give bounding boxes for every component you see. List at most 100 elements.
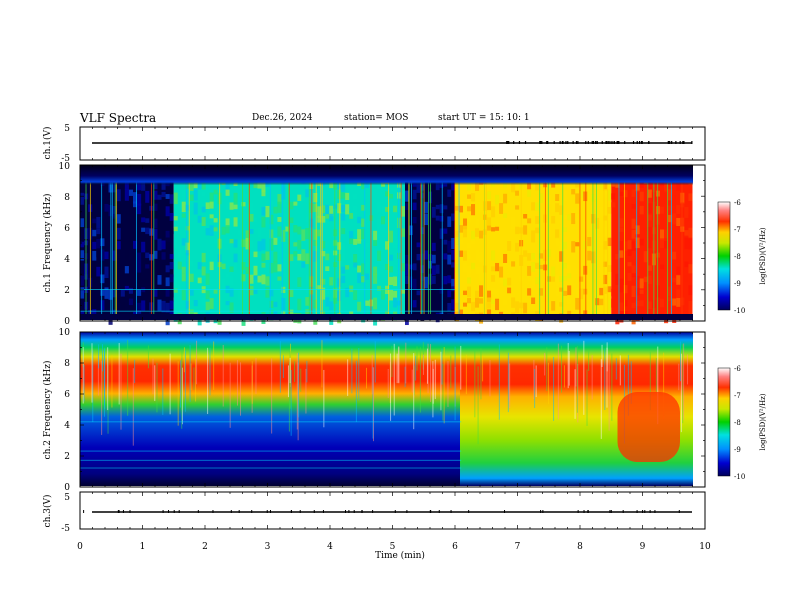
ch2-sferic-streak bbox=[183, 347, 185, 373]
ch3-voltage-spike bbox=[583, 510, 585, 513]
ch2-sferic-streak bbox=[482, 355, 484, 382]
ch2-sferic-streak bbox=[413, 353, 415, 430]
ch1-voltage-spike bbox=[601, 141, 603, 144]
ch3-voltage-spike bbox=[348, 510, 350, 513]
x-tick-label-1: 1 bbox=[140, 542, 146, 552]
ch2-sferic-streak bbox=[296, 353, 298, 430]
ch2-sferic-streak bbox=[615, 358, 617, 380]
ch2-sferic-streak bbox=[509, 363, 511, 408]
ch2-sferic-streak bbox=[440, 351, 442, 411]
ch1-voltage-spike bbox=[587, 141, 589, 144]
ch2-sferic-streak bbox=[608, 354, 610, 431]
ch1-voltage-spike bbox=[611, 141, 613, 144]
ch3-voltage-spike bbox=[450, 510, 452, 513]
ch3-voltage-tick-bottom: -5 bbox=[61, 524, 70, 534]
ch1-voltage-spike bbox=[518, 141, 521, 144]
ch1-voltage-spike bbox=[553, 141, 555, 144]
ch1-ytick-6: 6 bbox=[64, 224, 70, 234]
ch2-sferic-streak bbox=[391, 346, 393, 378]
ch3-voltage-spike bbox=[129, 510, 131, 513]
ch2-sferic-streak bbox=[557, 343, 559, 420]
ch2-sferic-streak bbox=[568, 350, 570, 386]
chart-title: VLF Spectra bbox=[80, 111, 157, 125]
ch1-ytick-8: 8 bbox=[64, 193, 70, 203]
ch2-sferic-streak bbox=[390, 353, 392, 421]
ch1-voltage-spike bbox=[641, 141, 643, 144]
ch1-voltage-spike bbox=[506, 141, 508, 144]
ch2-sferic-streak bbox=[649, 351, 651, 411]
ch3-voltage-spike bbox=[644, 510, 646, 513]
ch1-voltage-spike bbox=[632, 141, 635, 144]
ch2-sferic-streak bbox=[323, 369, 325, 428]
ch3-voltage-spike bbox=[162, 510, 164, 513]
x-tick-label-2: 2 bbox=[202, 542, 208, 552]
ch3-voltage-spike bbox=[636, 510, 638, 513]
ch2-sferic-streak bbox=[189, 345, 191, 402]
ch2-sferic-streak bbox=[533, 359, 535, 400]
ch2-sferic-streak bbox=[619, 355, 621, 386]
ch2-sferic-streak bbox=[441, 348, 443, 385]
ch2-sferic-streak bbox=[575, 347, 577, 387]
ch3-voltage-spike bbox=[361, 510, 363, 513]
ch1-ytick-4: 4 bbox=[64, 255, 70, 265]
ch1-voltage-spike bbox=[539, 141, 541, 144]
ch2-sferic-streak bbox=[600, 359, 602, 439]
ch3-voltage-spike bbox=[212, 510, 214, 513]
ch2-ytick-6: 6 bbox=[64, 390, 70, 400]
ch1-cbar-tick-9: -9 bbox=[734, 280, 741, 288]
ch3-voltage-spike bbox=[587, 510, 589, 513]
ch2-sferic-streak bbox=[213, 341, 215, 390]
ch2-sferic-streak bbox=[156, 362, 158, 413]
ch2-sferic-streak bbox=[561, 345, 563, 393]
ch2-sferic-streak bbox=[271, 358, 273, 434]
ch2-ytick-8: 8 bbox=[64, 359, 70, 369]
ch1-voltage-spike bbox=[636, 141, 638, 144]
ch2-sferic-streak bbox=[683, 343, 685, 421]
ch2-sferic-streak bbox=[184, 350, 186, 412]
ch2-sferic-streak bbox=[97, 355, 99, 396]
ch2-sferic-streak bbox=[547, 362, 549, 405]
ch3-voltage-spike bbox=[642, 510, 644, 513]
ch2-sferic-streak bbox=[255, 357, 257, 394]
ch1-voltage-spike bbox=[562, 141, 564, 144]
ch1-voltage-spike bbox=[682, 141, 684, 144]
ch2-sferic-streak bbox=[430, 344, 432, 402]
ch2-sferic-streak bbox=[460, 345, 462, 390]
ch2-ytick-0: 0 bbox=[64, 483, 70, 493]
ch2-sferic-streak bbox=[118, 343, 120, 405]
ch3-voltage-panel: 5 -5 ch.3(V) bbox=[42, 491, 706, 534]
ch2-sferic-streak bbox=[423, 354, 425, 375]
ch2-sferic-streak bbox=[347, 359, 349, 396]
ch1-voltage-spike bbox=[675, 141, 677, 144]
ch2-sferic-streak bbox=[107, 347, 109, 411]
ch3-voltage-spike bbox=[290, 510, 292, 513]
ch1-colorbar-gradient bbox=[717, 201, 731, 311]
ch2-red-patch bbox=[617, 392, 680, 462]
ch1-voltage-tick-bottom: -5 bbox=[61, 154, 70, 164]
ch2-sferic-streak bbox=[508, 355, 510, 402]
ch2-sferic-streak bbox=[405, 342, 407, 384]
ch1-voltage-spike bbox=[585, 141, 587, 144]
ch1-voltage-spike bbox=[607, 141, 609, 144]
ch2-sferic-streak bbox=[498, 344, 500, 420]
ch2-cbar-tick-7: -7 bbox=[734, 392, 741, 400]
ch2-sferic-streak bbox=[209, 347, 211, 396]
ch2-spectrogram-panel: 0 2 4 6 8 10 ch.2 Frequency (kHz) bbox=[42, 328, 706, 493]
ch2-sferic-streak bbox=[98, 344, 100, 369]
x-tick-label-6: 6 bbox=[452, 542, 458, 552]
ch2-sferic-streak bbox=[294, 361, 296, 382]
ch3-voltage-spike bbox=[118, 510, 120, 513]
ch1-voltage-spike bbox=[648, 141, 650, 144]
ch3-voltage-spike bbox=[178, 510, 180, 513]
ch1-voltage-spike bbox=[541, 141, 543, 144]
ch3-voltage-spike bbox=[83, 510, 85, 513]
ch1-voltage-spike bbox=[513, 141, 515, 144]
ch2-sferic-streak bbox=[195, 359, 197, 402]
ch2-sferic-streak bbox=[355, 360, 357, 422]
x-tick-label-0: 0 bbox=[77, 542, 83, 552]
ch2-sferic-streak bbox=[398, 347, 400, 384]
ch2-sferic-streak bbox=[480, 348, 482, 400]
ch1-cbar-label: log(PSD)(V²/Hz) bbox=[759, 227, 767, 284]
ch2-sferic-streak bbox=[396, 353, 398, 384]
ch1-voltage-ylabel: ch.1(V) bbox=[42, 127, 53, 160]
